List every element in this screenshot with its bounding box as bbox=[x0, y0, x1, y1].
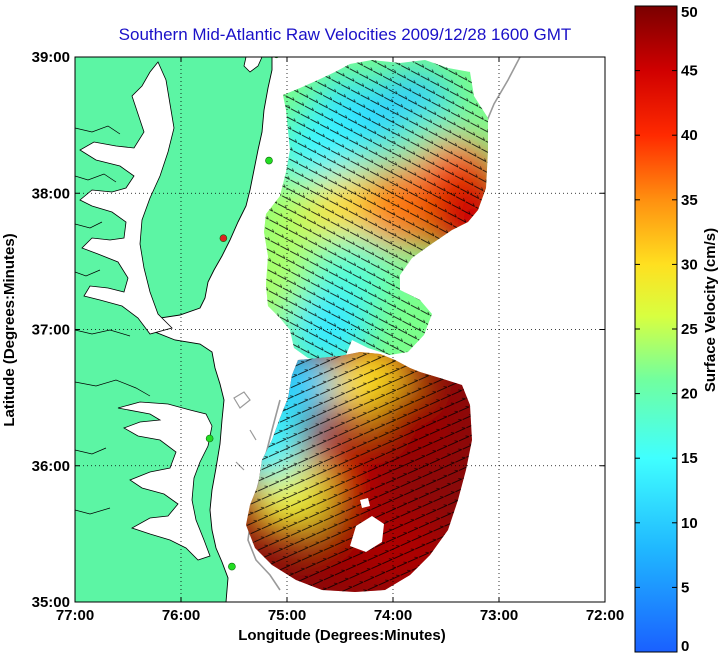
x-tick-label: 77:00 bbox=[56, 607, 94, 624]
colorbar-tick-label: 25 bbox=[681, 321, 698, 338]
y-tick-label: 35:00 bbox=[32, 594, 70, 611]
map-grid bbox=[75, 57, 605, 602]
colorbar-tick-label: 0 bbox=[681, 638, 689, 655]
y-tick-label: 37:00 bbox=[32, 322, 70, 339]
colorbar-tick-label: 50 bbox=[681, 4, 698, 21]
colorbar-ticks: 0 5 10 15 20 25 30 35 40 45 50 bbox=[635, 4, 698, 655]
chesapeake-bay bbox=[79, 61, 175, 335]
colorbar-label: Surface Velocity (cm/s) bbox=[702, 228, 719, 392]
y-tick-label: 38:00 bbox=[32, 185, 70, 202]
coastline-detail bbox=[75, 125, 151, 515]
x-axis-ticks: 77:00 76:00 75:00 74:00 73:00 72:00 bbox=[56, 57, 624, 624]
colorbar-tick-label: 30 bbox=[681, 256, 698, 273]
y-axis-label: Latitude (Degrees:Minutes) bbox=[1, 233, 18, 426]
colorbar-tick-label: 45 bbox=[681, 63, 698, 80]
y-tick-label: 36:00 bbox=[32, 458, 70, 475]
colorbar-tick-label: 35 bbox=[681, 192, 698, 209]
station-marker bbox=[265, 156, 273, 165]
station-marker bbox=[205, 434, 214, 443]
station-marker bbox=[228, 562, 236, 571]
map-title: Southern Mid-Atlantic Raw Velocities 200… bbox=[119, 25, 572, 44]
station-marker bbox=[219, 234, 228, 243]
colorbar-tick-label: 10 bbox=[681, 515, 698, 532]
delaware-bay bbox=[243, 57, 263, 73]
x-tick-label: 73:00 bbox=[480, 607, 518, 624]
y-tick-label: 39:00 bbox=[32, 49, 70, 66]
y-axis-ticks: 35:00 36:00 37:00 38:00 39:00 bbox=[32, 49, 605, 611]
x-axis-label: Longitude (Degrees:Minutes) bbox=[238, 627, 446, 644]
x-tick-label: 76:00 bbox=[162, 607, 200, 624]
x-tick-label: 74:00 bbox=[374, 607, 412, 624]
colorbar bbox=[634, 5, 678, 653]
colorbar-tick-label: 15 bbox=[681, 450, 698, 467]
colorbar-tick-label: 20 bbox=[681, 386, 698, 403]
colorbar-tick-label: 40 bbox=[681, 127, 698, 144]
data-gap bbox=[350, 516, 384, 552]
x-tick-label: 72:00 bbox=[586, 607, 624, 624]
x-tick-label: 75:00 bbox=[268, 607, 306, 624]
data-gap bbox=[360, 498, 370, 508]
colorbar-tick-label: 5 bbox=[681, 579, 689, 596]
hf-radar-stations bbox=[205, 57, 280, 571]
